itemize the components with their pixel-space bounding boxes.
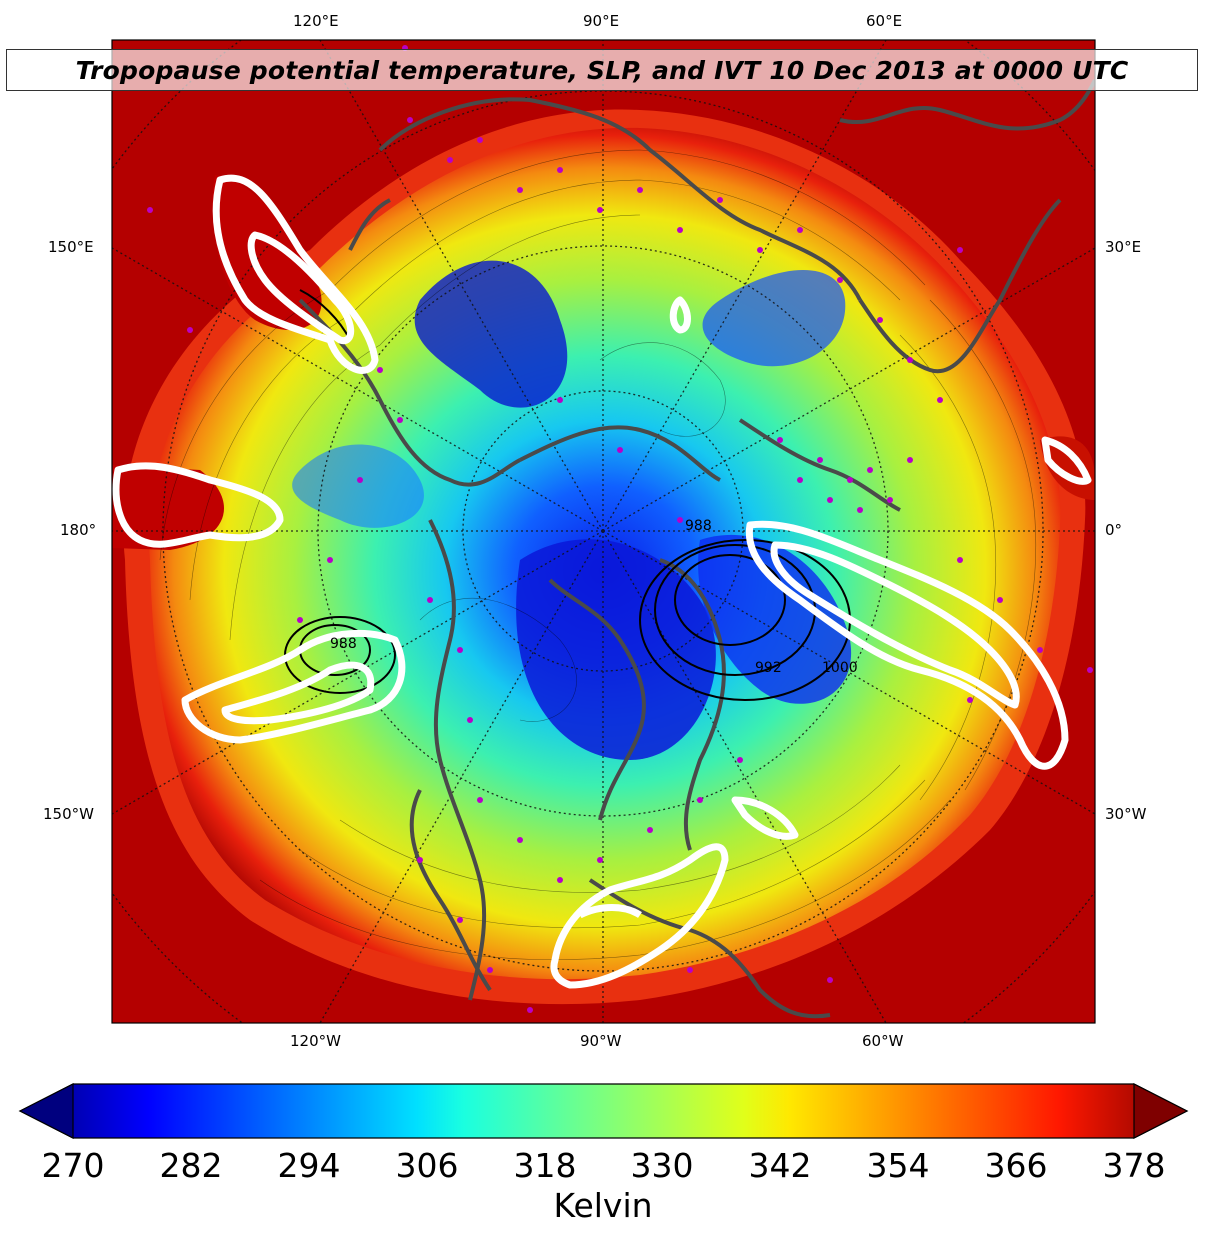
slp-labels: 988 992 1000 988 xyxy=(330,518,858,676)
ivt-contours xyxy=(112,174,1092,989)
bottom-lon-label-60w: 60°W xyxy=(862,1032,904,1050)
bottom-lon-label-120w: 120°W xyxy=(290,1032,341,1050)
colorbar-extend-low xyxy=(18,1083,74,1139)
colorbar xyxy=(18,1083,1189,1139)
colorbar-tick-354: 354 xyxy=(866,1146,930,1185)
right-label-0: 0° xyxy=(1105,521,1123,539)
colorbar-tick-318: 318 xyxy=(513,1146,577,1185)
map-panel: 988 992 1000 988 xyxy=(112,40,1095,1023)
colorbar-tick-282: 282 xyxy=(159,1146,223,1185)
bottom-lon-label-90w: 90°W xyxy=(580,1032,622,1050)
slp-label-988: 988 xyxy=(685,518,712,534)
graticule xyxy=(112,40,1095,1023)
top-lon-label-90e: 90°E xyxy=(583,12,620,30)
top-lon-label-60e: 60°E xyxy=(866,12,903,30)
station-markers xyxy=(147,45,1093,1013)
colorbar-tick-366: 366 xyxy=(984,1146,1048,1185)
colorbar-tick-330: 330 xyxy=(630,1146,694,1185)
theta-contours xyxy=(159,149,1037,960)
colorbar-tick-270: 270 xyxy=(41,1146,105,1185)
colorbar-tick-378: 378 xyxy=(1102,1146,1166,1185)
slp-label-988-pacific: 988 xyxy=(330,636,357,652)
left-label-150w: 150°W xyxy=(43,805,94,823)
colorbar-extend-high xyxy=(1133,1083,1189,1139)
colorbar-unit-label: Kelvin xyxy=(553,1186,653,1225)
colorbar-tick-294: 294 xyxy=(277,1146,341,1185)
slp-label-1000: 1000 xyxy=(822,660,858,676)
left-label-180: 180° xyxy=(60,521,97,539)
colorbar-tick-306: 306 xyxy=(395,1146,459,1185)
slp-label-992: 992 xyxy=(755,660,782,676)
map-frame xyxy=(111,39,1096,1024)
colorbar-tick-342: 342 xyxy=(748,1146,812,1185)
top-lon-label-120e: 120°E xyxy=(293,12,339,30)
title-box: Tropopause potential temperature, SLP, a… xyxy=(6,49,1198,91)
right-label-30e: 30°E xyxy=(1105,238,1142,256)
map-title: Tropopause potential temperature, SLP, a… xyxy=(75,55,1129,85)
right-label-30w: 30°W xyxy=(1105,805,1147,823)
left-label-150e: 150°E xyxy=(48,238,94,256)
